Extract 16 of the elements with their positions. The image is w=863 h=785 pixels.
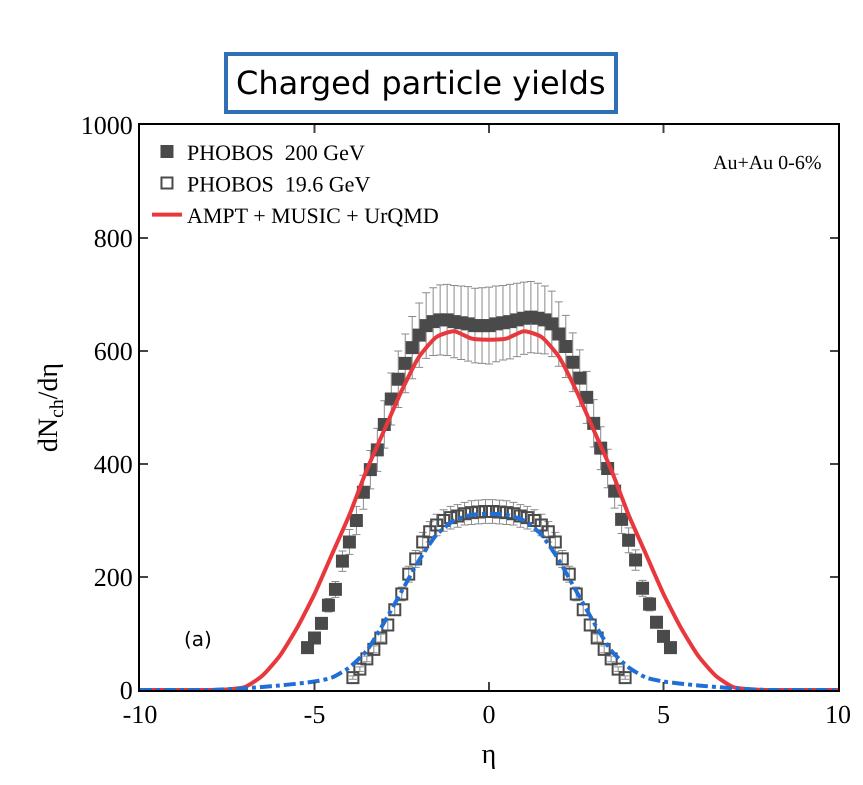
y-tick-label: 1000 [80,111,133,140]
x-tick-label: 0 [482,700,496,730]
x-tick-label: 10 [825,700,851,730]
x-axis-title: η [482,738,496,770]
y-tick-label: 600 [94,337,133,366]
x-tick-label: -5 [304,700,326,730]
y-tick-label: 200 [94,563,133,592]
annotation: (a) [184,627,212,651]
y-tick-label: 400 [94,450,133,480]
y-tick-label: 800 [94,224,133,254]
legend-label: PHOBOS 200 GeV [186,140,365,166]
legend-label: AMPT + MUSIC + UrQMD [186,203,439,228]
annotation: Au+Au 0-6% [713,152,822,174]
x-tick-label: 5 [657,700,670,730]
chart-title: Charged particle yields [236,64,606,102]
legend-label: PHOBOS 19.6 GeV [186,172,370,197]
